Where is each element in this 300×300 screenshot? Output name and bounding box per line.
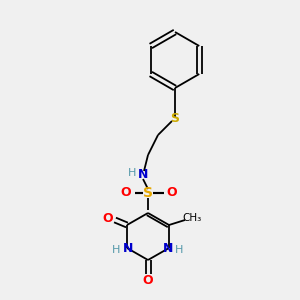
Text: H: H <box>112 245 120 255</box>
Text: O: O <box>121 187 131 200</box>
Text: N: N <box>138 169 148 182</box>
Text: N: N <box>163 242 173 254</box>
Text: H: H <box>128 168 136 178</box>
Text: S: S <box>143 186 153 200</box>
Text: CH₃: CH₃ <box>182 213 202 223</box>
Text: O: O <box>167 187 177 200</box>
Text: O: O <box>143 274 153 286</box>
Text: N: N <box>123 242 133 254</box>
Text: S: S <box>170 112 179 124</box>
Text: O: O <box>103 212 113 224</box>
Text: H: H <box>175 245 183 255</box>
